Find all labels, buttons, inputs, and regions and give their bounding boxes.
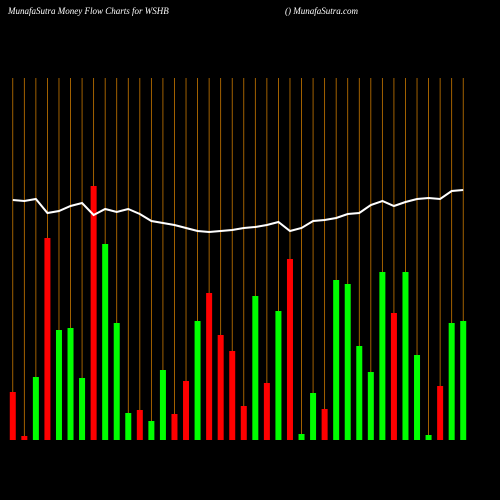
bar: [148, 421, 155, 440]
bar: [79, 378, 86, 440]
bar: [402, 272, 409, 440]
bar: [298, 434, 305, 440]
bar: [390, 313, 397, 440]
bar: [9, 392, 16, 440]
bar: [125, 413, 132, 440]
bar: [44, 238, 51, 440]
bar: [183, 381, 190, 440]
bar: [286, 259, 293, 440]
bar: [240, 406, 247, 440]
bar: [32, 377, 39, 440]
bar: [356, 346, 363, 440]
chart-title: MunafaSutra Money Flow Charts for WSHB: [7, 6, 169, 16]
bar: [159, 370, 166, 440]
bar: [90, 186, 97, 440]
bar: [437, 386, 444, 440]
bar: [344, 284, 351, 440]
bar: [333, 280, 340, 440]
bar: [21, 436, 28, 440]
bar: [379, 272, 386, 440]
bar: [460, 321, 467, 440]
bar: [414, 355, 421, 440]
bar: [275, 311, 282, 440]
bar: [252, 296, 259, 440]
bar: [113, 323, 120, 440]
bar: [194, 321, 201, 440]
bar: [217, 335, 224, 440]
bar: [229, 351, 236, 440]
bar: [310, 393, 317, 440]
bar: [448, 323, 455, 440]
bar: [367, 372, 374, 440]
chart-subtitle: () MunafaSutra.com: [285, 6, 358, 16]
bar: [136, 410, 143, 440]
bar: [263, 383, 270, 440]
bar: [55, 330, 62, 440]
money-flow-line: [12, 189, 464, 234]
bar: [102, 244, 109, 440]
bar: [321, 409, 328, 440]
bar: [171, 414, 178, 440]
bar: [425, 435, 432, 440]
bar: [206, 293, 213, 440]
bar: [67, 328, 74, 440]
